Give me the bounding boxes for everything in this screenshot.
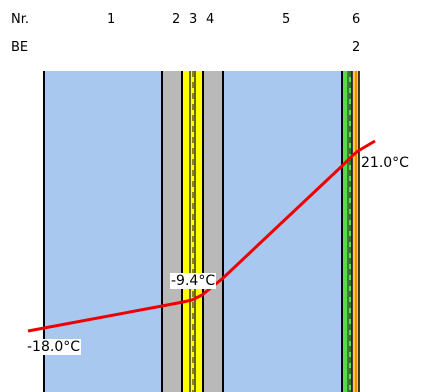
layer-number-6: 6 (352, 12, 361, 27)
layer-number-4: 4 (206, 12, 215, 27)
layer-number-2: 2 (172, 12, 181, 27)
layer-5 (224, 71, 341, 392)
temperature-interface-label: -9.4°C (170, 273, 217, 289)
temperature-outside-label: -18.0°C (26, 339, 81, 355)
layer-4 (204, 71, 222, 392)
layer-number-1: 1 (107, 12, 116, 27)
be-label: BE (11, 40, 29, 55)
be-value-6: 2 (352, 40, 361, 55)
layer-1 (44, 71, 162, 392)
layer-3 (183, 71, 202, 392)
temperature-inside-label: 21.0°C (360, 155, 410, 171)
layer-number-3: 3 (189, 12, 198, 27)
layer-number-5: 5 (282, 12, 291, 27)
nr-label: Nr. (11, 12, 30, 27)
layer-2 (163, 71, 181, 392)
